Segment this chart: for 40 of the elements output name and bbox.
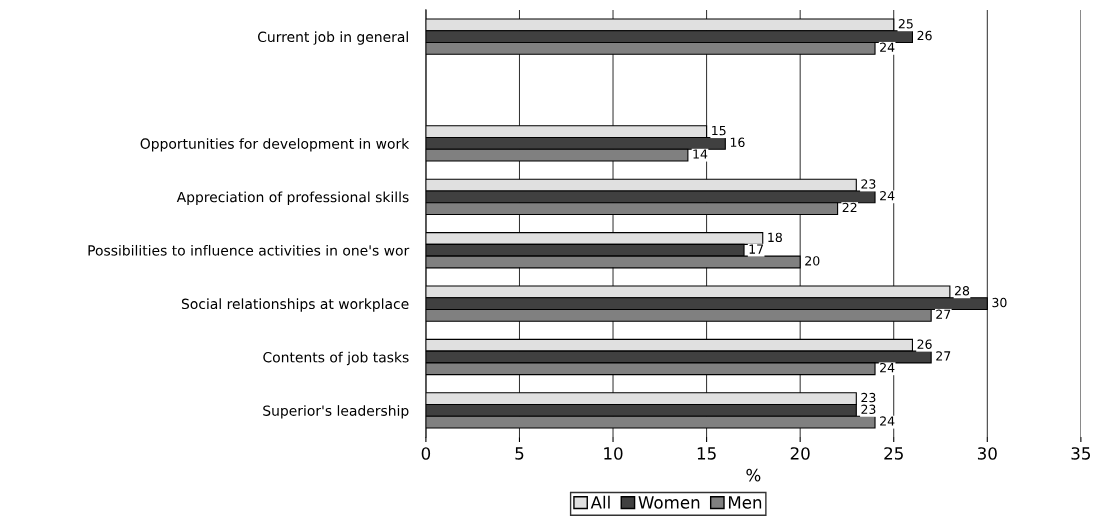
x-tick-label: 30 — [977, 447, 997, 460]
data-label: 27 — [936, 351, 951, 361]
data-label: 24 — [880, 362, 895, 373]
y-tick-label: Current job in general — [257, 31, 408, 45]
legend-label: Women — [638, 496, 700, 509]
x-tick-label: 15 — [697, 447, 716, 460]
data-label: 25 — [898, 19, 913, 29]
x-tick-label: 0 — [421, 447, 431, 460]
x-tick-label: 5 — [515, 447, 524, 460]
data-label: 18 — [768, 232, 782, 243]
y-tick-label: Superior's leadership — [263, 405, 409, 419]
y-tick-label: Opportunities for development in work — [140, 138, 410, 152]
data-label: 24 — [880, 416, 895, 426]
data-label: 14 — [693, 149, 708, 159]
data-label: 26 — [917, 30, 932, 41]
x-tick-label: 25 — [884, 447, 903, 460]
x-tick-label: 10 — [604, 447, 623, 460]
data-label: 30 — [992, 297, 1007, 308]
data-label: 27 — [936, 309, 951, 319]
data-label: 23 — [861, 179, 876, 189]
data-label: 24 — [880, 42, 895, 52]
data-label: 23 — [861, 404, 876, 415]
data-label: 24 — [880, 190, 895, 201]
data-label: 16 — [730, 137, 745, 148]
y-tick-label: Contents of job tasks — [263, 351, 409, 366]
data-label: 28 — [954, 286, 970, 296]
legend-label: Men — [728, 496, 762, 509]
y-tick-label: Appreciation of professional skills — [176, 191, 409, 205]
data-label: 22 — [842, 202, 857, 213]
y-tick-label: Possibilities to influence activities in one's wor — [88, 244, 410, 256]
x-tick-label: 35 — [1071, 447, 1091, 460]
data-label: 15 — [712, 125, 726, 136]
data-label: 23 — [861, 392, 876, 403]
x-tick-label: 20 — [790, 447, 810, 460]
x-axis-title: % — [746, 468, 761, 482]
data-label: 26 — [917, 339, 932, 349]
data-label: 17 — [749, 244, 764, 254]
y-tick-label: Social relationships at workplace — [181, 298, 409, 312]
legend-label: All — [590, 495, 610, 509]
data-label: 20 — [805, 256, 820, 266]
